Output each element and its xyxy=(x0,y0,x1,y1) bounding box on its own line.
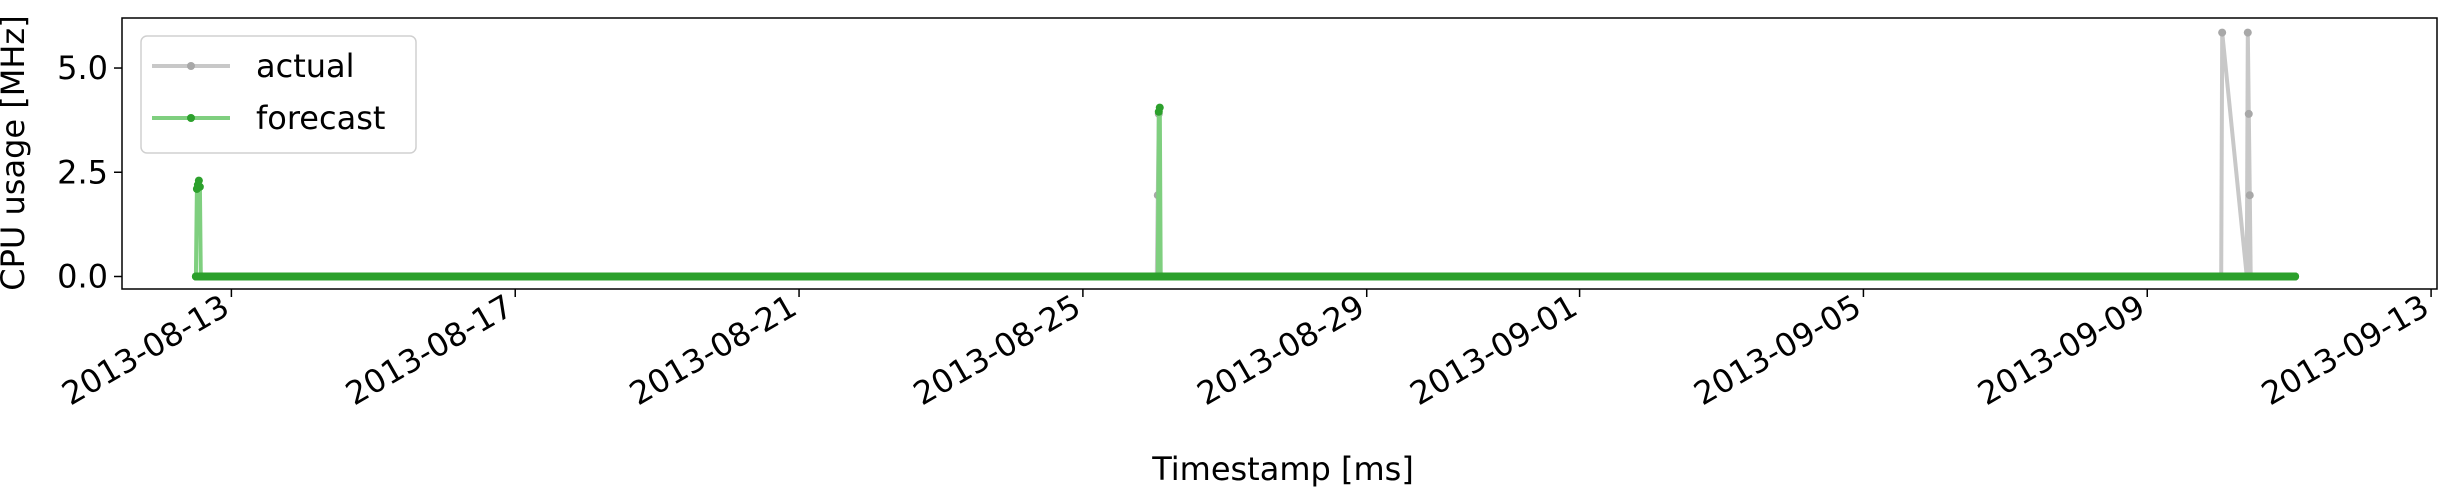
x-tick-label: 2013-08-17 xyxy=(339,287,519,413)
series-point-actual xyxy=(2244,109,2253,118)
series-point-forecast xyxy=(195,182,204,191)
axes-frame xyxy=(121,17,2438,290)
x-tick-label: 2013-08-25 xyxy=(907,287,1087,413)
x-axis: 2013-08-13 2013-08-17 2013-08-21 2013-08-25… xyxy=(55,287,2435,413)
x-tick-label: 2013-09-09 xyxy=(1971,287,2151,413)
series-point-forecast xyxy=(2291,272,2300,281)
x-tick-label: 2013-09-13 xyxy=(2255,287,2435,413)
y-axis: 0.0 2.5 5.0 xyxy=(57,49,122,295)
x-tick-label: 2013-08-29 xyxy=(1191,287,1371,413)
y-tick-label: 2.5 xyxy=(57,153,108,191)
series-point-actual xyxy=(2218,28,2227,37)
legend: actual forecast xyxy=(140,35,417,154)
series-line-forecast xyxy=(193,105,2296,279)
legend-label-actual: actual xyxy=(256,47,355,85)
series-point-forecast xyxy=(196,272,205,281)
plot-area xyxy=(191,28,2300,281)
legend-marker-actual xyxy=(187,62,195,70)
x-tick-label: 2013-09-05 xyxy=(1687,287,1867,413)
x-axis-label: Timestamp [ms] xyxy=(1151,450,1414,488)
series-point-actual xyxy=(2245,191,2254,200)
legend-label-forecast: forecast xyxy=(256,99,385,137)
y-axis-label: CPU usage [MHz] xyxy=(0,15,32,290)
series-point-actual xyxy=(2243,28,2252,37)
x-tick-label: 2013-09-01 xyxy=(1404,287,1584,413)
series-point-forecast xyxy=(194,176,203,185)
x-tick-label: 2013-08-13 xyxy=(55,287,235,413)
y-tick-label: 0.0 xyxy=(57,257,108,295)
legend-marker-forecast xyxy=(187,114,195,122)
series-line-actual xyxy=(195,30,2296,279)
y-tick-label: 5.0 xyxy=(57,49,108,87)
series-point-forecast xyxy=(1155,103,1164,112)
x-tick-label: 2013-08-21 xyxy=(623,287,803,413)
series-point-forecast xyxy=(1156,272,1165,281)
